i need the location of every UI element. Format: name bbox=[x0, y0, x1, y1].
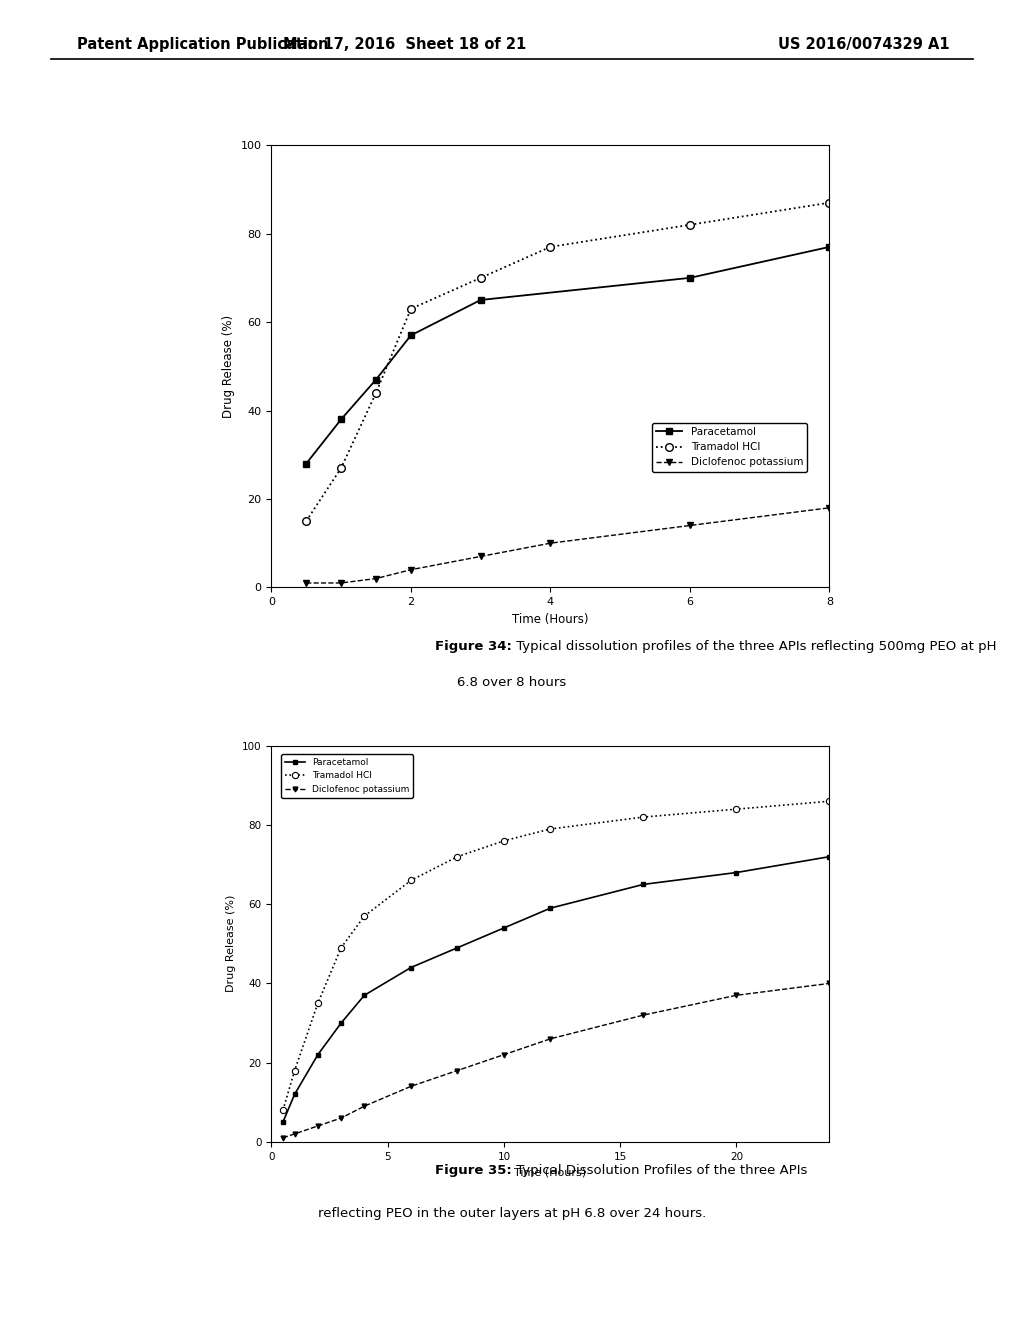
Paracetamol bbox=[404, 327, 417, 343]
Diclofenoc potassium bbox=[474, 549, 486, 565]
X-axis label: Time (Hours): Time (Hours) bbox=[512, 612, 589, 626]
Paracetamol bbox=[823, 849, 836, 865]
X-axis label: Time (Hours): Time (Hours) bbox=[514, 1167, 587, 1177]
Paracetamol bbox=[289, 1086, 301, 1102]
Diclofenoc potassium bbox=[730, 987, 742, 1003]
Tramadol HCl bbox=[404, 301, 417, 317]
Tramadol HCl bbox=[823, 793, 836, 809]
Line: Diclofenoc potassium: Diclofenoc potassium bbox=[281, 981, 831, 1140]
Diclofenoc potassium bbox=[404, 562, 417, 578]
Paracetamol bbox=[311, 1047, 324, 1063]
Tramadol HCl bbox=[498, 833, 510, 849]
Diclofenoc potassium bbox=[335, 1110, 347, 1126]
Diclofenoc potassium bbox=[498, 1047, 510, 1063]
Tramadol HCl bbox=[474, 269, 486, 285]
Line: Tramadol HCl: Tramadol HCl bbox=[280, 799, 833, 1113]
Tramadol HCl bbox=[730, 801, 742, 817]
Paracetamol bbox=[276, 1114, 289, 1130]
Tramadol HCl bbox=[276, 1102, 289, 1118]
Legend: Paracetamol, Tramadol HCl, Diclofenoc potassium: Paracetamol, Tramadol HCl, Diclofenoc po… bbox=[652, 422, 808, 471]
Paracetamol bbox=[545, 900, 557, 916]
Tramadol HCl bbox=[823, 195, 836, 211]
Paracetamol bbox=[370, 372, 382, 388]
Text: Mar. 17, 2016  Sheet 18 of 21: Mar. 17, 2016 Sheet 18 of 21 bbox=[283, 37, 526, 51]
Diclofenoc potassium bbox=[545, 536, 557, 552]
Line: Paracetamol: Paracetamol bbox=[281, 854, 831, 1125]
Tramadol HCl bbox=[358, 908, 371, 924]
Tramadol HCl bbox=[545, 239, 557, 255]
Paracetamol bbox=[335, 1015, 347, 1031]
Y-axis label: Drug Release (%): Drug Release (%) bbox=[226, 895, 237, 993]
Paracetamol bbox=[404, 960, 417, 975]
Text: Figure 35:: Figure 35: bbox=[435, 1164, 512, 1177]
Paracetamol bbox=[358, 987, 371, 1003]
Text: Patent Application Publication: Patent Application Publication bbox=[77, 37, 329, 51]
Diclofenoc potassium bbox=[684, 517, 696, 533]
Tramadol HCl bbox=[684, 216, 696, 232]
Diclofenoc potassium bbox=[289, 1126, 301, 1142]
Paracetamol bbox=[730, 865, 742, 880]
Tramadol HCl bbox=[289, 1063, 301, 1078]
Paracetamol bbox=[335, 412, 347, 428]
Paracetamol bbox=[452, 940, 464, 956]
Tramadol HCl bbox=[300, 513, 312, 529]
Diclofenoc potassium bbox=[370, 570, 382, 586]
Tramadol HCl bbox=[335, 461, 347, 477]
Tramadol HCl bbox=[370, 385, 382, 401]
Tramadol HCl bbox=[452, 849, 464, 865]
Diclofenoc potassium bbox=[404, 1078, 417, 1094]
Text: Typical dissolution profiles of the three APIs reflecting 500mg PEO at pH: Typical dissolution profiles of the thre… bbox=[512, 640, 996, 653]
Diclofenoc potassium bbox=[335, 576, 347, 591]
Text: 6.8 over 8 hours: 6.8 over 8 hours bbox=[458, 676, 566, 689]
Diclofenoc potassium bbox=[311, 1118, 324, 1134]
Diclofenoc potassium bbox=[637, 1007, 649, 1023]
Paracetamol bbox=[637, 876, 649, 892]
Diclofenoc potassium bbox=[452, 1063, 464, 1078]
Diclofenoc potassium bbox=[823, 500, 836, 516]
Tramadol HCl bbox=[545, 821, 557, 837]
Y-axis label: Drug Release (%): Drug Release (%) bbox=[222, 314, 236, 418]
Paracetamol bbox=[300, 455, 312, 471]
Tramadol HCl bbox=[335, 940, 347, 956]
Line: Paracetamol: Paracetamol bbox=[303, 244, 833, 467]
Diclofenoc potassium bbox=[300, 576, 312, 591]
Text: reflecting PEO in the outer layers at pH 6.8 over 24 hours.: reflecting PEO in the outer layers at pH… bbox=[317, 1208, 707, 1220]
Text: US 2016/0074329 A1: US 2016/0074329 A1 bbox=[778, 37, 950, 51]
Paracetamol bbox=[684, 269, 696, 285]
Tramadol HCl bbox=[311, 995, 324, 1011]
Text: Figure 34:: Figure 34: bbox=[435, 640, 512, 653]
Paracetamol bbox=[474, 292, 486, 308]
Paracetamol bbox=[498, 920, 510, 936]
Diclofenoc potassium bbox=[545, 1031, 557, 1047]
Diclofenoc potassium bbox=[276, 1130, 289, 1146]
Text: Typical Dissolution Profiles of the three APIs: Typical Dissolution Profiles of the thre… bbox=[512, 1164, 807, 1177]
Tramadol HCl bbox=[404, 873, 417, 888]
Line: Diclofenoc potassium: Diclofenoc potassium bbox=[303, 504, 833, 586]
Tramadol HCl bbox=[637, 809, 649, 825]
Diclofenoc potassium bbox=[823, 975, 836, 991]
Diclofenoc potassium bbox=[358, 1098, 371, 1114]
Line: Tramadol HCl: Tramadol HCl bbox=[302, 199, 834, 525]
Paracetamol bbox=[823, 239, 836, 255]
Legend: Paracetamol, Tramadol HCl, Diclofenoc potassium: Paracetamol, Tramadol HCl, Diclofenoc po… bbox=[282, 754, 413, 797]
